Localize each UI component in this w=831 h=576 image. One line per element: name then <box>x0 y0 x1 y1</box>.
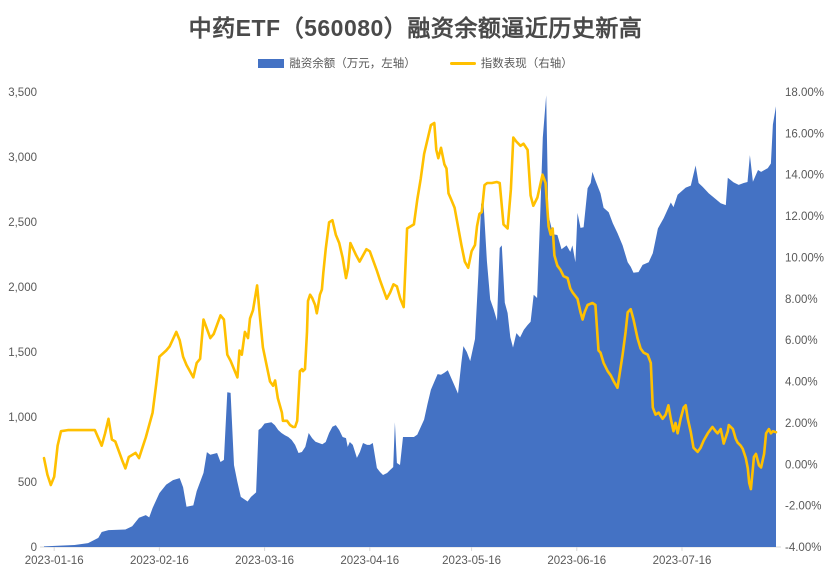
left-axis-label: 3,000 <box>8 152 37 164</box>
legend-label: 指数表现（右轴） <box>480 58 573 70</box>
right-axis-label: 10.00% <box>785 252 824 264</box>
left-axis-label: 1,500 <box>8 347 37 359</box>
legend: 融资余额（万元，左轴） 指数表现（右轴） <box>0 55 831 71</box>
left-axis-label: 2,500 <box>8 217 37 229</box>
right-axis-label: 2.00% <box>785 418 818 430</box>
index-performance-line[interactable] <box>42 121 778 491</box>
x-axis-label: 2023-04-16 <box>340 555 399 567</box>
x-axis-label: 2023-07-16 <box>653 555 712 567</box>
left-axis-label: 3,500 <box>8 87 37 99</box>
x-axis-label: 2023-03-16 <box>235 555 294 567</box>
right-axis-label: 0.00% <box>785 459 818 471</box>
right-axis-label: 16.00% <box>785 128 824 140</box>
x-axis-label: 2023-05-16 <box>442 555 501 567</box>
left-axis-label: 1,000 <box>8 412 37 424</box>
x-axis-label: 2023-02-16 <box>130 555 189 567</box>
legend-label: 融资余额（万元，左轴） <box>289 58 416 70</box>
right-axis-label: 6.00% <box>785 335 818 347</box>
right-axis-label: 18.00% <box>785 87 824 99</box>
left-axis-label: 500 <box>18 477 37 489</box>
area-series-swatch <box>258 58 285 68</box>
x-axis-label: 2023-01-16 <box>25 555 84 567</box>
right-axis-label: -2.00% <box>785 501 821 513</box>
right-axis-label: -4.00% <box>785 542 821 554</box>
left-axis-label: 2,000 <box>8 282 37 294</box>
x-axis-label: 2023-06-16 <box>547 555 606 567</box>
chart-title: 中药ETF（560080）融资余额逼近历史新高 <box>188 15 643 41</box>
right-axis-label: 8.00% <box>785 294 818 306</box>
legend-item-index-performance[interactable]: 指数表现（右轴） <box>449 55 573 71</box>
financing-balance-area[interactable] <box>44 95 776 548</box>
right-axis-label: 12.00% <box>785 211 824 223</box>
line-series-swatch <box>449 61 476 65</box>
right-axis-label: 4.00% <box>785 377 818 389</box>
legend-item-financing-balance[interactable]: 融资余额（万元，左轴） <box>258 55 416 71</box>
right-axis-label: 14.00% <box>785 170 824 182</box>
left-axis-label: 0 <box>31 542 37 554</box>
